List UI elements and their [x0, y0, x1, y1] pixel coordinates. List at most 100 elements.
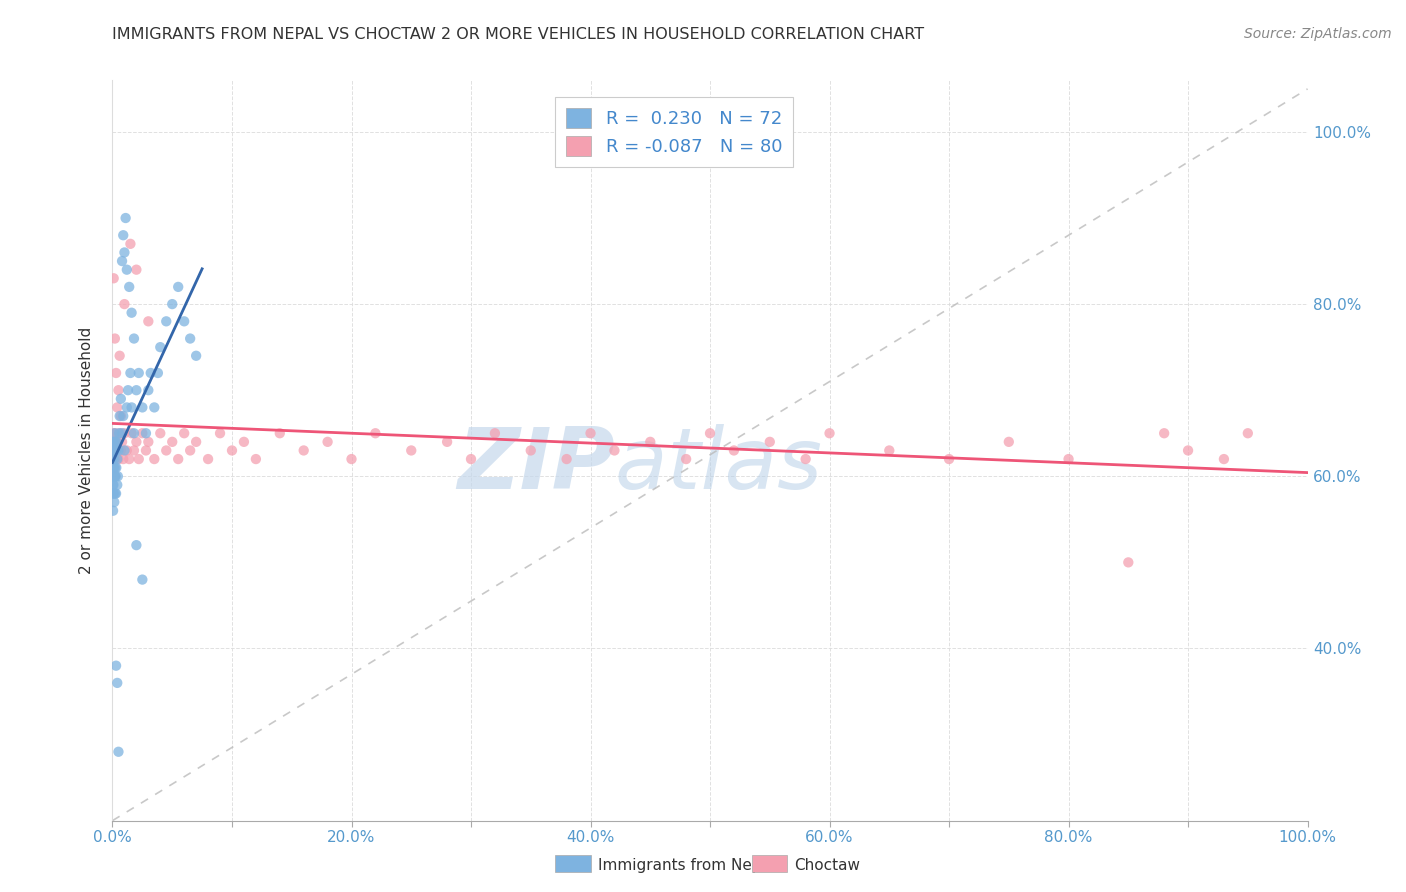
Point: [143, 452, 166, 467]
Point: [759, 434, 782, 449]
Legend: R =  0.230   N = 72, R = -0.087   N = 80: R = 0.230 N = 72, R = -0.087 N = 80: [555, 96, 793, 168]
Point: [221, 443, 243, 458]
Point: [104, 426, 127, 441]
Point: [105, 443, 128, 458]
Point: [114, 211, 136, 225]
Point: [167, 452, 190, 467]
Point: [103, 486, 125, 500]
Point: [125, 538, 148, 552]
Point: [233, 434, 256, 449]
Point: [103, 460, 125, 475]
Point: [105, 460, 128, 475]
Point: [115, 262, 138, 277]
Point: [125, 434, 148, 449]
Point: [723, 443, 745, 458]
Point: [125, 383, 148, 397]
Point: [128, 366, 150, 380]
Point: [121, 401, 143, 415]
Point: [105, 452, 128, 467]
Point: [167, 280, 190, 294]
Point: [105, 658, 128, 673]
Point: [107, 383, 129, 397]
Point: [179, 332, 201, 346]
Point: [104, 486, 127, 500]
Point: [104, 469, 127, 483]
Point: [555, 452, 578, 467]
Text: IMMIGRANTS FROM NEPAL VS CHOCTAW 2 OR MORE VEHICLES IN HOUSEHOLD CORRELATION CHA: IMMIGRANTS FROM NEPAL VS CHOCTAW 2 OR MO…: [112, 27, 925, 42]
Point: [520, 443, 543, 458]
Point: [103, 460, 125, 475]
Point: [101, 452, 124, 467]
Point: [105, 434, 128, 449]
Point: [112, 409, 135, 423]
Point: [107, 443, 129, 458]
Point: [149, 426, 172, 441]
Point: [103, 271, 125, 285]
Point: [114, 245, 135, 260]
Point: [1057, 452, 1080, 467]
Point: [1237, 426, 1260, 441]
Point: [108, 426, 131, 441]
Point: [139, 366, 162, 380]
Point: [340, 452, 363, 467]
Point: [103, 426, 125, 441]
Point: [998, 434, 1021, 449]
Point: [111, 426, 134, 441]
Point: [125, 262, 148, 277]
Point: [104, 434, 127, 449]
Point: [173, 314, 195, 328]
Point: [149, 340, 172, 354]
Point: [105, 478, 128, 492]
Point: [115, 443, 138, 458]
Point: [104, 332, 127, 346]
Point: [103, 443, 125, 458]
Point: [110, 392, 132, 406]
Point: [101, 478, 124, 492]
Point: [105, 443, 128, 458]
Point: [104, 460, 127, 475]
Point: [103, 478, 125, 492]
Point: [104, 452, 127, 467]
Point: [107, 452, 129, 467]
Point: [101, 504, 124, 518]
Point: [105, 401, 128, 415]
Point: [135, 426, 157, 441]
Point: [269, 426, 291, 441]
Point: [107, 469, 129, 483]
Point: [101, 469, 124, 483]
Point: [103, 469, 125, 483]
Point: [155, 314, 177, 328]
Point: [1177, 443, 1199, 458]
Point: [316, 434, 339, 449]
Point: [131, 401, 153, 415]
Point: [938, 452, 960, 467]
Point: [173, 426, 195, 441]
Point: [640, 434, 662, 449]
Point: [143, 401, 166, 415]
Point: [1118, 555, 1140, 569]
Point: [118, 280, 141, 294]
Point: [101, 452, 124, 467]
Point: [120, 366, 142, 380]
Point: [103, 443, 125, 458]
Text: Immigrants from Nepal: Immigrants from Nepal: [598, 858, 775, 872]
Point: [121, 426, 143, 441]
Text: atlas: atlas: [614, 424, 823, 507]
Text: Source: ZipAtlas.com: Source: ZipAtlas.com: [1244, 27, 1392, 41]
Point: [105, 434, 128, 449]
Point: [197, 452, 219, 467]
Point: [146, 366, 169, 380]
Point: [135, 443, 157, 458]
Point: [603, 443, 626, 458]
Point: [675, 452, 697, 467]
Point: [879, 443, 901, 458]
Point: [117, 383, 139, 397]
Point: [104, 426, 127, 441]
Point: [292, 443, 315, 458]
Point: [138, 314, 160, 328]
Point: [138, 434, 160, 449]
Point: [108, 349, 131, 363]
Point: [794, 452, 817, 467]
Point: [579, 426, 602, 441]
Point: [114, 426, 135, 441]
